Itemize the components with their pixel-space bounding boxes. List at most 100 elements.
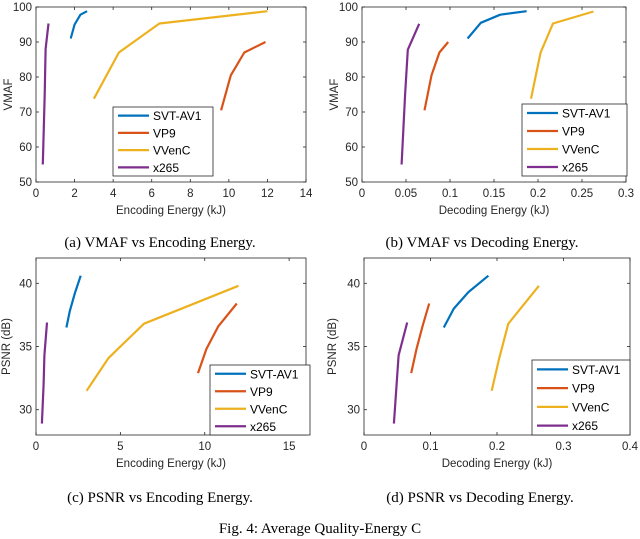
y-tick-label: 100: [339, 2, 358, 14]
legend-label: x265: [250, 420, 276, 434]
x-tick-label: 10: [222, 188, 235, 200]
y-tick-label: 80: [345, 72, 358, 84]
x-tick-label: 4: [110, 188, 117, 200]
legend-box: [531, 359, 631, 436]
legend-label: SVT-AV1: [153, 109, 202, 123]
x-tick-label: 0.25: [571, 188, 593, 200]
x-tick-label: 15: [283, 441, 296, 453]
x-axis-label: Encoding Energy (kJ): [116, 458, 226, 470]
chart-panel-b: 0 0.05 0.1 0.15 0.2 0.25 0.3 50 60 70 80 90 100 Decod…: [329, 2, 634, 251]
legend-label: VVenC: [572, 400, 610, 414]
x-tick-label: 0.2: [489, 441, 505, 453]
subfigure-caption: (c) PSNR vs Encoding Energy.: [67, 490, 253, 506]
series-line-x265: [392, 322, 409, 424]
y-tick-label: 60: [345, 142, 358, 154]
y-tick-label: 40: [19, 278, 32, 290]
x-axis-label: Decoding Energy (kJ): [439, 205, 550, 217]
x-tick-label: 0.05: [395, 188, 417, 200]
y-tick-label: 100: [13, 2, 32, 14]
series-line-vp9: [410, 303, 431, 374]
y-tick-label: 70: [19, 107, 32, 119]
legend-label: VP9: [153, 126, 176, 140]
x-tick-label: 5: [117, 441, 123, 453]
x-tick-label: 14: [300, 188, 313, 200]
x-tick-label: 0.4: [622, 441, 639, 453]
y-tick-label: 35: [347, 342, 360, 354]
y-tick-label: 70: [345, 107, 358, 119]
chart-panel-d: 0 0.1 0.2 0.3 0.4 30 35 40 Decoding Energy (kJ) P…: [327, 257, 639, 506]
y-tick-label: 35: [19, 342, 32, 354]
legend: SVT-AV1 VP9 VVenC x265: [209, 364, 311, 436]
legend-label: VP9: [572, 382, 595, 396]
legend-box: [209, 364, 311, 436]
y-tick-label: 90: [19, 37, 32, 49]
x-tick-label: 0.3: [556, 441, 572, 453]
x-tick-label: 2: [71, 188, 77, 200]
y-tick-label: 80: [19, 72, 32, 84]
x-tick-label: 6: [149, 188, 155, 200]
subfigure-caption: (a) VMAF vs Encoding Energy.: [64, 235, 255, 251]
x-tick-label: 0.15: [483, 188, 505, 200]
series-line-x265: [40, 322, 49, 424]
x-tick-label: 0.1: [423, 441, 439, 453]
legend-label: x265: [153, 161, 179, 175]
x-tick-label: 0: [359, 188, 365, 200]
x-tick-label: 12: [261, 188, 274, 200]
series-line-svt-av1: [466, 10, 527, 40]
legend: SVT-AV1 VP9 VVenC x265: [112, 106, 214, 177]
y-axis-label: PSNR (dB): [1, 318, 13, 375]
legend-label: x265: [572, 419, 598, 433]
series-line-vvenc: [85, 284, 239, 392]
x-tick-label: 8: [187, 188, 193, 200]
x-tick-label: 0: [33, 188, 39, 200]
x-tick-label: 0.1: [442, 188, 458, 200]
series-line-vp9: [220, 41, 266, 111]
series-line-svt-av1: [442, 274, 490, 329]
legend-label: SVT-AV1: [250, 367, 299, 381]
x-tick-label: 10: [198, 441, 211, 453]
legend: SVT-AV1 VP9 VVenC x265: [521, 103, 628, 177]
series-line-x265: [41, 23, 50, 165]
series-line-vp9: [423, 41, 450, 111]
legend-label: VP9: [562, 125, 585, 139]
y-tick-label: 30: [347, 405, 360, 417]
series-line-vvenc: [92, 10, 268, 100]
legend-label: SVT-AV1: [562, 107, 611, 121]
legend-box: [112, 106, 214, 177]
y-axis-label: VMAF: [329, 79, 341, 111]
legend-box: [521, 103, 628, 177]
series-line-vp9: [196, 302, 238, 374]
legend-label: x265: [562, 161, 588, 175]
x-tick-label: 0.3: [618, 188, 634, 200]
legend-label: VVenC: [562, 143, 600, 157]
figure-caption: Fig. 4: Average Quality-Energy C: [219, 521, 421, 537]
y-tick-label: 60: [19, 142, 32, 154]
y-tick-label: 90: [345, 37, 358, 49]
y-tick-label: 40: [347, 278, 360, 290]
x-axis-label: Decoding Energy (kJ): [442, 458, 553, 470]
subfigure-caption: (b) VMAF vs Decoding Energy.: [385, 235, 578, 251]
series-line-x265: [400, 23, 421, 165]
y-tick-label: 30: [19, 405, 32, 417]
legend-label: VVenC: [250, 402, 288, 416]
legend-label: VP9: [250, 385, 273, 399]
x-tick-label: 0: [361, 441, 367, 453]
subfigure-caption: (d) PSNR vs Decoding Energy.: [386, 490, 574, 506]
y-axis-label: VMAF: [3, 79, 15, 111]
y-axis-label: PSNR (dB): [327, 318, 339, 375]
series-line-svt-av1: [65, 275, 82, 328]
legend: SVT-AV1 VP9 VVenC x265: [531, 359, 631, 436]
legend-label: VVenC: [153, 144, 191, 158]
series-line-svt-av1: [69, 10, 88, 39]
series-line-vvenc: [529, 10, 594, 99]
x-axis-label: Encoding Energy (kJ): [116, 205, 226, 217]
y-tick-label: 50: [345, 177, 358, 189]
x-tick-label: 0.2: [530, 188, 546, 200]
series-line-vvenc: [490, 285, 540, 392]
legend-label: SVT-AV1: [572, 363, 621, 377]
chart-panel-c: 0 5 10 15 30 35 40 Encoding Energy (kJ) PSNR (dB…: [1, 257, 311, 506]
x-tick-label: 0: [33, 441, 39, 453]
y-tick-label: 50: [19, 177, 32, 189]
chart-panel-a: 0 2 4 6 8 10 12 14 50 60 70 80 90 100 Encoding Energy …: [3, 2, 313, 251]
